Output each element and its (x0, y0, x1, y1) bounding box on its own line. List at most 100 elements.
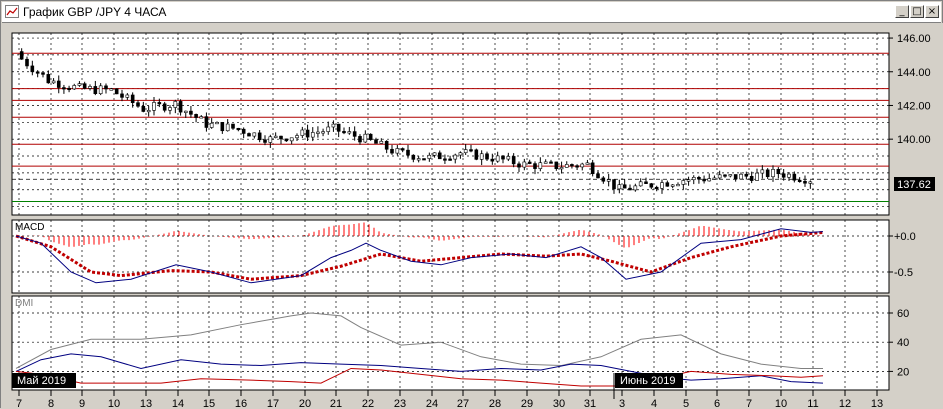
x-tick-label: 13 (871, 398, 883, 409)
close-button[interactable]: × (925, 5, 939, 18)
macd-tick-label: -0.5 (894, 267, 913, 279)
candle-body (30, 65, 35, 73)
candle-body (120, 93, 124, 98)
candle-body (670, 184, 675, 187)
candle-body (702, 178, 706, 182)
candle-body (697, 177, 701, 180)
candle-body (406, 149, 410, 156)
candle-body (543, 161, 548, 164)
candle-body (501, 155, 505, 160)
candle-body (67, 87, 71, 91)
candle-body (93, 86, 98, 95)
candle-body (130, 94, 135, 103)
candlestick-series (19, 48, 813, 194)
candle-body (236, 127, 241, 131)
candle-body (257, 132, 262, 141)
minimize-button[interactable]: _ (895, 5, 909, 18)
candle-body (178, 101, 183, 113)
candle-body (422, 158, 426, 161)
candle-body (284, 138, 289, 142)
candle-body (41, 72, 45, 75)
price-panel[interactable]: 146.00 144.00 142.00 140.00 137.62 (11, 32, 935, 216)
candle-body (104, 85, 108, 90)
candle-body (749, 175, 754, 181)
candle-body (289, 137, 294, 142)
month-label-may: Май 2019 (17, 375, 66, 387)
month-label-may-bg (12, 373, 76, 388)
candle-body (511, 156, 516, 165)
dmi-y-axis: 60 40 20 (889, 308, 909, 378)
candle-body (771, 169, 775, 178)
candle-body (295, 135, 299, 139)
candle-body (522, 161, 527, 168)
candle-body (612, 179, 616, 190)
candle-body (596, 173, 600, 179)
x-tick-label: 23 (394, 398, 406, 409)
candle-body (676, 184, 680, 187)
candle-body (384, 140, 389, 150)
candle-body (665, 182, 670, 187)
macd-y-axis: +0.0 -0.5 (889, 231, 916, 279)
macd-panel[interactable]: MACD +0.0 -0.5 (11, 219, 916, 294)
candle-body (707, 178, 712, 182)
candle-body (580, 163, 585, 168)
x-tick-label: 30 (553, 398, 565, 409)
candle-body (305, 129, 310, 138)
candle-body (220, 122, 225, 132)
candle-body (495, 155, 500, 162)
candle-body (46, 74, 51, 84)
month-label-june: Июнь 2019 (620, 375, 676, 387)
x-axis: 7 8 9 10 13 14 15 16 17 20 21 22 23 24 27 28 29 30 31 3 4 5 6 7… (16, 390, 883, 409)
x-tick-label: 28 (489, 398, 501, 409)
candle-body (797, 179, 802, 183)
candle-body (654, 186, 659, 190)
dmi-panel[interactable]: DMI 60 40 20 (11, 295, 909, 391)
candle-body (792, 173, 797, 181)
chart-app-icon (5, 5, 19, 18)
x-tick-label: 20 (299, 398, 311, 409)
candle-body (379, 140, 384, 144)
dmi-grid (12, 296, 889, 390)
candle-body (152, 102, 156, 111)
x-tick-label: 4 (651, 398, 657, 409)
candle-body (733, 174, 738, 180)
x-tick-label: 31 (584, 398, 596, 409)
dmi-plus-di-line (15, 353, 824, 384)
candle-body (225, 123, 230, 132)
macd-tick-label: +0.0 (894, 231, 916, 243)
x-tick-label: 24 (426, 398, 438, 409)
x-tick-label: 12 (839, 398, 851, 409)
candle-body (760, 169, 765, 174)
macd-histogram (18, 222, 820, 248)
candle-body (517, 163, 521, 168)
title-bar[interactable]: График GBP /JPY 4 ЧАСА _ □ × (2, 2, 941, 23)
candle-body (681, 180, 686, 185)
candle-body (241, 128, 246, 134)
candle-body (316, 131, 320, 134)
candle-body (199, 116, 204, 119)
candle-body (463, 149, 468, 154)
candle-body (443, 158, 447, 161)
dmi-tick-label: 20 (897, 366, 909, 378)
price-tick-label: 146.00 (897, 33, 931, 45)
x-tick-label: 9 (79, 398, 85, 409)
candle-body (633, 185, 638, 191)
candle-body (554, 161, 559, 170)
maximize-button[interactable]: □ (910, 5, 924, 18)
candle-body (538, 162, 543, 169)
x-tick-label: 14 (172, 398, 184, 409)
candle-body (458, 152, 463, 156)
price-levels (12, 52, 889, 203)
x-tick-label: 8 (48, 398, 54, 409)
candle-body (765, 169, 770, 178)
x-tick-label: 7 (746, 398, 752, 409)
candle-body (331, 123, 336, 128)
candle-body (51, 80, 56, 84)
candle-body (98, 85, 103, 95)
x-tick-label: 7 (16, 398, 22, 409)
candle-body (411, 154, 416, 160)
candle-body (479, 153, 484, 160)
candle-body (273, 135, 278, 138)
candle-body (739, 173, 743, 180)
chart-area[interactable]: 146.00 144.00 142.00 140.00 137.62 MACD +0.… (1, 23, 943, 409)
